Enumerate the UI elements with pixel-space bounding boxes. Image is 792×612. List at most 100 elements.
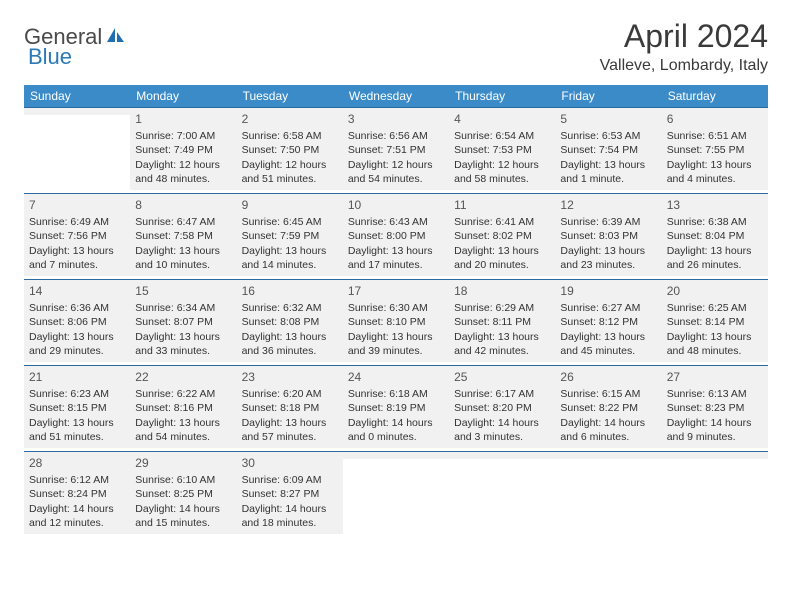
sunrise-line: Sunrise: 6:43 AM [348, 215, 444, 229]
week-row: 1Sunrise: 7:00 AMSunset: 7:49 PMDaylight… [24, 108, 768, 194]
sunset-line: Sunset: 8:15 PM [29, 401, 125, 415]
daylight-line: Daylight: 14 hours and 0 minutes. [348, 416, 444, 444]
weekday-friday: Friday [555, 85, 661, 108]
sunset-line: Sunset: 8:22 PM [560, 401, 656, 415]
day-cell: 5 Sunrise: 6:53 AMSunset: 7:54 PMDaylight… [555, 108, 661, 194]
sunrise-line: Sunrise: 6:09 AM [242, 473, 338, 487]
sunset-line: Sunset: 7:50 PM [242, 143, 338, 157]
day-cell: 21 Sunrise: 6:23 AMSunset: 8:15 PMDayligh… [24, 366, 130, 452]
day-number: 17 [348, 283, 444, 299]
day-number: 12 [560, 197, 656, 213]
daylight-line: Daylight: 13 hours and 45 minutes. [560, 330, 656, 358]
day-cell: 30Sunrise: 6:09 AMSunset: 8:27 PMDayligh… [237, 452, 343, 538]
day-number: 18 [454, 283, 550, 299]
daylight-line: Daylight: 14 hours and 6 minutes. [560, 416, 656, 444]
day-number: 1 [135, 111, 231, 127]
day-number: 4 [454, 111, 550, 127]
daylight-line: Daylight: 13 hours and 10 minutes. [135, 244, 231, 272]
empty-cell [555, 452, 661, 538]
day-cell: 17Sunrise: 6:30 AMSunset: 8:10 PMDayligh… [343, 280, 449, 366]
sunset-line: Sunset: 8:24 PM [29, 487, 125, 501]
daylight-line: Daylight: 13 hours and 57 minutes. [242, 416, 338, 444]
weekday-thursday: Thursday [449, 85, 555, 108]
week-row: 21Sunrise: 6:23 AMSunset: 8:15 PMDayligh… [24, 366, 768, 452]
daylight-line: Daylight: 13 hours and 14 minutes. [242, 244, 338, 272]
daylight-line: Daylight: 13 hours and 26 minutes. [667, 244, 763, 272]
day-number: 15 [135, 283, 231, 299]
title-block: April 2024 Valleve, Lombardy, Italy [600, 18, 768, 75]
day-cell: 6Sunrise: 6:51 AMSunset: 7:55 PMDaylight… [662, 108, 768, 194]
day-number: 6 [667, 111, 763, 127]
day-cell: 14Sunrise: 6:36 AMSunset: 8:06 PMDayligh… [24, 280, 130, 366]
day-number: 25 [454, 369, 550, 385]
day-cell: 15Sunrise: 6:34 AMSunset: 8:07 PMDayligh… [130, 280, 236, 366]
empty-cell [449, 452, 555, 538]
sunset-line: Sunset: 8:11 PM [454, 315, 550, 329]
sunset-line: Sunset: 7:49 PM [135, 143, 231, 157]
sunset-line: Sunset: 7:59 PM [242, 229, 338, 243]
daylight-line: Daylight: 13 hours and 29 minutes. [29, 330, 125, 358]
day-cell: 28Sunrise: 6:12 AMSunset: 8:24 PMDayligh… [24, 452, 130, 538]
day-number: 2 [242, 111, 338, 127]
daylight-line: Daylight: 13 hours and 1 minute. [560, 158, 656, 186]
sunrise-line: Sunrise: 6:17 AM [454, 387, 550, 401]
sail-icon [106, 26, 126, 49]
day-cell: 10Sunrise: 6:43 AMSunset: 8:00 PMDayligh… [343, 194, 449, 280]
sunrise-line: Sunrise: 6:56 AM [348, 129, 444, 143]
sunset-line: Sunset: 8:20 PM [454, 401, 550, 415]
sunrise-line: Sunrise: 6:41 AM [454, 215, 550, 229]
day-cell: 22Sunrise: 6:22 AMSunset: 8:16 PMDayligh… [130, 366, 236, 452]
day-cell: 19 Sunrise: 6:27 AMSunset: 8:12 PMDayligh… [555, 280, 661, 366]
sunset-line: Sunset: 7:51 PM [348, 143, 444, 157]
day-cell: 24Sunrise: 6:18 AMSunset: 8:19 PMDayligh… [343, 366, 449, 452]
sunrise-line: Sunrise: 6:36 AM [29, 301, 125, 315]
daylight-line: Daylight: 14 hours and 9 minutes. [667, 416, 763, 444]
day-cell: 16Sunrise: 6:32 AMSunset: 8:08 PMDayligh… [237, 280, 343, 366]
sunset-line: Sunset: 8:07 PM [135, 315, 231, 329]
sunset-line: Sunset: 8:00 PM [348, 229, 444, 243]
day-number: 9 [242, 197, 338, 213]
day-number: 16 [242, 283, 338, 299]
sunrise-line: Sunrise: 6:47 AM [135, 215, 231, 229]
sunrise-line: Sunrise: 6:58 AM [242, 129, 338, 143]
day-number: 30 [242, 455, 338, 471]
sunset-line: Sunset: 7:58 PM [135, 229, 231, 243]
sunrise-line: Sunrise: 6:13 AM [667, 387, 763, 401]
sunset-line: Sunset: 8:06 PM [29, 315, 125, 329]
day-number: 11 [454, 197, 550, 213]
week-row: 28Sunrise: 6:12 AMSunset: 8:24 PMDayligh… [24, 452, 768, 538]
sunset-line: Sunset: 8:23 PM [667, 401, 763, 415]
sunset-line: Sunset: 8:25 PM [135, 487, 231, 501]
daylight-line: Daylight: 13 hours and 17 minutes. [348, 244, 444, 272]
weekday-wednesday: Wednesday [343, 85, 449, 108]
sunset-line: Sunset: 8:12 PM [560, 315, 656, 329]
day-number: 5 [560, 111, 656, 127]
sunrise-line: Sunrise: 6:38 AM [667, 215, 763, 229]
day-number: 7 [29, 197, 125, 213]
daylight-line: Daylight: 13 hours and 42 minutes. [454, 330, 550, 358]
weekday-sunday: Sunday [24, 85, 130, 108]
sunset-line: Sunset: 8:03 PM [560, 229, 656, 243]
day-number: 23 [242, 369, 338, 385]
day-number: 19 [560, 283, 656, 299]
daylight-line: Daylight: 12 hours and 51 minutes. [242, 158, 338, 186]
daylight-line: Daylight: 12 hours and 58 minutes. [454, 158, 550, 186]
calendar-body: 1Sunrise: 7:00 AMSunset: 7:49 PMDaylight… [24, 108, 768, 538]
daylight-line: Daylight: 13 hours and 51 minutes. [29, 416, 125, 444]
daylight-line: Daylight: 14 hours and 3 minutes. [454, 416, 550, 444]
sunrise-line: Sunrise: 6:53 AM [560, 129, 656, 143]
day-number: 21 [29, 369, 125, 385]
sunrise-line: Sunrise: 6:54 AM [454, 129, 550, 143]
daylight-line: Daylight: 13 hours and 39 minutes. [348, 330, 444, 358]
sunrise-line: Sunrise: 6:32 AM [242, 301, 338, 315]
weekday-saturday: Saturday [662, 85, 768, 108]
sunrise-line: Sunrise: 6:27 AM [560, 301, 656, 315]
sunrise-line: Sunrise: 6:23 AM [29, 387, 125, 401]
day-cell: 18Sunrise: 6:29 AMSunset: 8:11 PMDayligh… [449, 280, 555, 366]
day-number: 24 [348, 369, 444, 385]
sunrise-line: Sunrise: 6:39 AM [560, 215, 656, 229]
sunrise-line: Sunrise: 6:12 AM [29, 473, 125, 487]
sunset-line: Sunset: 7:54 PM [560, 143, 656, 157]
empty-cell [24, 108, 130, 194]
day-cell: 7Sunrise: 6:49 AMSunset: 7:56 PMDaylight… [24, 194, 130, 280]
